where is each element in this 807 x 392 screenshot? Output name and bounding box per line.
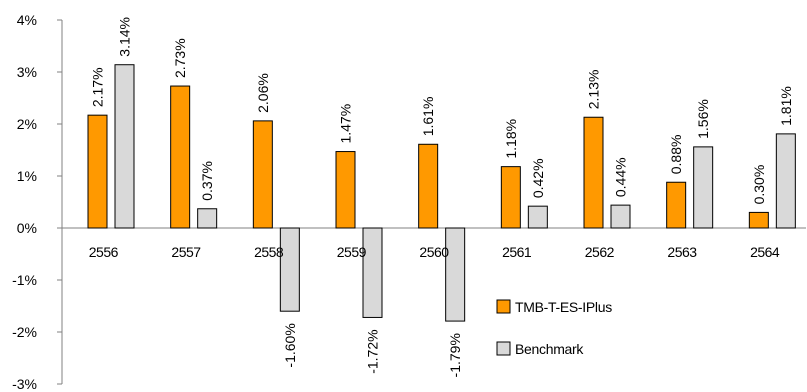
bar-benchmark	[362, 227, 383, 318]
bar-fund	[583, 116, 604, 229]
bar-benchmark	[693, 146, 714, 229]
bar-benchmark	[527, 205, 548, 229]
legend: TMB-T-ES-IPlus Benchmark	[496, 299, 613, 357]
bar-benchmark	[775, 133, 796, 229]
y-tick-label: 3%	[17, 64, 37, 80]
y-tick-label: -1%	[12, 272, 37, 288]
data-label: 1.81%	[778, 86, 794, 126]
data-label: 0.44%	[613, 157, 629, 197]
bar-benchmark	[197, 208, 218, 229]
data-label: 2.06%	[255, 73, 271, 113]
data-label: -1.60%	[282, 323, 298, 367]
data-label: 2.17%	[90, 67, 106, 107]
bar-benchmark	[610, 204, 631, 229]
data-label: 1.18%	[503, 119, 519, 159]
x-category-label: 2556	[89, 244, 119, 260]
legend-label: TMB-T-ES-IPlus	[515, 299, 612, 315]
y-tick-label: 1%	[17, 168, 37, 184]
y-tick-label: 0%	[17, 220, 37, 236]
data-label: 3.14%	[117, 17, 133, 57]
x-category-label: 2564	[750, 244, 780, 260]
bar-benchmark	[445, 227, 466, 322]
bar-fund	[170, 85, 191, 229]
data-label: -1.72%	[365, 329, 381, 373]
data-label: 1.56%	[695, 99, 711, 139]
bar-fund	[418, 143, 439, 229]
y-tick-label: -3%	[12, 376, 37, 392]
legend-label: Benchmark	[515, 341, 584, 357]
data-label: 0.30%	[751, 165, 767, 205]
y-tick-label: -2%	[12, 324, 37, 340]
data-label: -1.79%	[447, 333, 463, 377]
data-labels: 2.17% 2.73% 2.06% 1.47% 1.61% 1.18% 2.13% 0.88%…	[90, 17, 794, 377]
bar-fund	[666, 181, 687, 229]
data-label: 1.47%	[338, 104, 354, 144]
data-label: 2.73%	[172, 38, 188, 78]
data-label: 0.42%	[530, 158, 546, 198]
x-category-label: 2561	[502, 244, 532, 260]
y-axis-ticks: 4% 3% 2% 1% 0% -1% -2% -3%	[12, 12, 62, 392]
bar-fund	[335, 151, 356, 229]
bar-fund	[748, 211, 769, 229]
bar-benchmark	[114, 64, 135, 229]
x-category-label: 2563	[667, 244, 697, 260]
x-category-label: 2557	[171, 244, 201, 260]
data-label: 2.13%	[586, 70, 602, 110]
bar-fund	[87, 114, 108, 229]
x-category-label: 2558	[254, 244, 284, 260]
data-label: 0.88%	[668, 135, 684, 175]
bar-fund	[252, 120, 273, 229]
y-tick-label: 2%	[17, 116, 37, 132]
bars	[87, 64, 796, 322]
data-label: 0.37%	[199, 161, 215, 201]
y-tick-label: 4%	[17, 12, 37, 28]
data-label: 1.61%	[420, 97, 436, 137]
legend-swatch	[496, 341, 511, 356]
x-category-label: 2560	[419, 244, 449, 260]
x-axis-category-labels: 2556 2557 2558 2559 2560 2561 2562 2563 2564	[89, 244, 781, 260]
legend-swatch	[496, 299, 511, 314]
bar-benchmark	[279, 227, 300, 312]
x-category-label: 2562	[585, 244, 615, 260]
x-category-label: 2559	[337, 244, 367, 260]
bar-fund	[500, 166, 521, 229]
